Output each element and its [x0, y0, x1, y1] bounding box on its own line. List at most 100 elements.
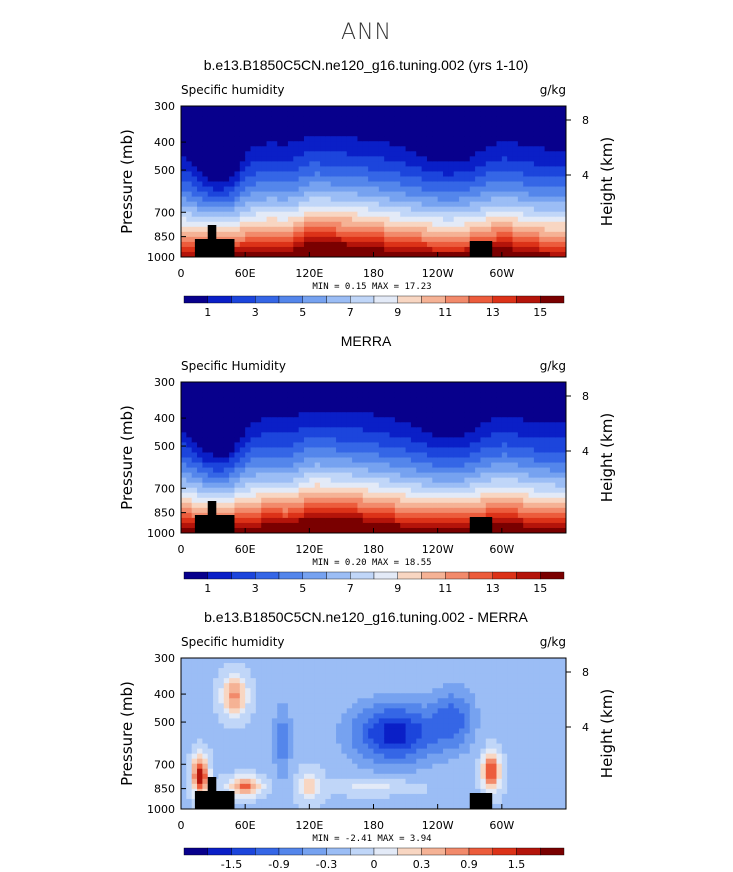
field-cell [207, 452, 214, 459]
field-cell [213, 402, 220, 408]
y-tick-label: 850 [154, 507, 175, 520]
field-cell [239, 472, 246, 479]
field-cell [437, 181, 444, 188]
field-cell [539, 131, 546, 137]
field-cell [266, 236, 273, 243]
field-cell [250, 211, 257, 218]
field-cell [255, 121, 262, 127]
field-cell [378, 382, 385, 388]
field-cell [223, 658, 230, 664]
field-cell [202, 427, 209, 433]
field-cell [443, 106, 449, 112]
field-cell [287, 176, 294, 183]
field-cell [432, 447, 439, 454]
field-cell [207, 743, 214, 750]
field-cell [405, 512, 412, 519]
field-cell [186, 121, 193, 127]
field-cell [223, 482, 230, 489]
field-cell [362, 392, 369, 398]
field-cell [191, 527, 198, 533]
field-cell [507, 392, 514, 398]
field-cell [544, 231, 551, 238]
field-cell [341, 482, 348, 489]
field-cell [266, 246, 273, 253]
field-cell [239, 442, 246, 449]
field-cell [218, 427, 225, 433]
field-cell [448, 181, 455, 188]
field-cell [528, 126, 535, 132]
field-cell [325, 136, 332, 142]
field-cell [464, 407, 471, 413]
field-cell [362, 166, 369, 173]
field-cell [250, 181, 257, 188]
field-cell [416, 407, 423, 413]
field-cell [223, 452, 230, 459]
field-cell [282, 432, 289, 438]
field-cell [234, 171, 241, 178]
field-cell [544, 176, 551, 183]
field-cell [271, 793, 278, 800]
field-cell [245, 658, 252, 664]
field-cell [255, 703, 262, 709]
field-cell [426, 392, 433, 398]
field-cell [485, 442, 492, 449]
field-cell [287, 422, 294, 428]
field-cell [330, 116, 337, 122]
field-cell [346, 392, 353, 398]
field-cell [410, 432, 417, 438]
field-cell [277, 176, 284, 183]
field-cell [303, 176, 310, 183]
field-cell [298, 226, 305, 233]
field-cell [394, 417, 401, 423]
field-cell [202, 728, 209, 735]
field-cell [501, 527, 508, 533]
field-cell [560, 226, 566, 233]
field-cell [223, 748, 230, 755]
field-cell [432, 191, 439, 198]
field-cell [368, 251, 375, 257]
field-cell [389, 447, 396, 454]
field-cell [218, 176, 225, 183]
field-cell [202, 768, 209, 775]
field-cell [346, 136, 353, 142]
field-cell [544, 472, 551, 479]
field-cell [346, 412, 353, 418]
field-cell [459, 477, 466, 484]
field-cell [282, 206, 289, 213]
field-cell [469, 226, 476, 233]
field-cell [432, 106, 439, 112]
field-cell [416, 246, 423, 253]
field-cell [464, 477, 471, 484]
field-cell [448, 171, 455, 178]
field-cell [501, 236, 508, 243]
field-cell [378, 231, 385, 238]
field-cell [416, 432, 423, 438]
field-cell [378, 166, 385, 173]
field-cell [475, 106, 482, 112]
field-cell [261, 758, 268, 765]
field-cell [314, 447, 321, 454]
field-cell [421, 512, 428, 519]
field-cell [229, 226, 236, 233]
field-cell [357, 251, 364, 257]
field-cell [213, 422, 220, 428]
field-cell [555, 492, 562, 499]
field-cell [528, 447, 535, 454]
field-cell [555, 216, 562, 223]
field-cell [229, 231, 236, 238]
field-cell [303, 166, 310, 173]
field-cell [239, 226, 246, 233]
field-cell [464, 517, 471, 524]
field-cell [346, 482, 353, 489]
field-cell [491, 156, 498, 162]
field-cell [507, 106, 514, 112]
field-cell [314, 196, 321, 203]
field-cell [389, 467, 396, 474]
field-cell [239, 186, 246, 193]
field-cell [266, 748, 273, 755]
field-cell [357, 512, 364, 519]
field-cell [378, 432, 385, 438]
field-cell [453, 161, 460, 167]
field-cell [229, 733, 236, 740]
field-cell [549, 166, 556, 173]
